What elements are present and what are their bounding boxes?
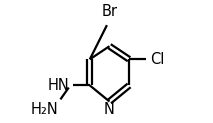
Text: HN: HN bbox=[47, 78, 69, 93]
Text: Br: Br bbox=[101, 4, 118, 19]
Text: H₂N: H₂N bbox=[31, 102, 58, 117]
Text: Cl: Cl bbox=[150, 52, 164, 67]
Text: N: N bbox=[104, 102, 115, 117]
